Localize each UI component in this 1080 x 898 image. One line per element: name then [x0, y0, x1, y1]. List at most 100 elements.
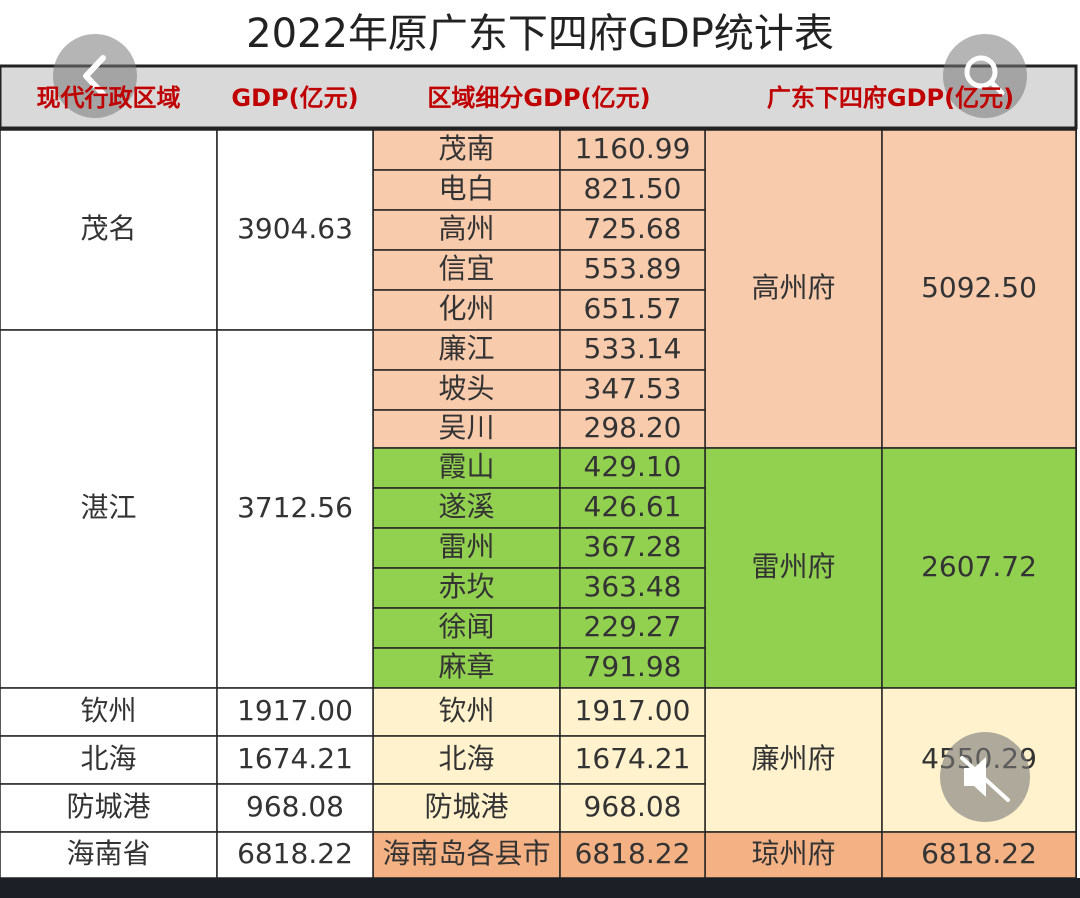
subdivision-cell [372, 169, 561, 211]
prefecture-gdp: 5092.50 [921, 271, 1037, 304]
region-gdp: 1917.00 [237, 694, 353, 727]
subdivision-name: 遂溪 [438, 490, 494, 523]
subdivision-gdp: 229.27 [584, 610, 682, 643]
search-circle[interactable] [943, 34, 1027, 118]
subdivision-gdp: 6818.22 [575, 837, 691, 870]
region-cell [0, 783, 218, 833]
region-gdp-cell [216, 129, 374, 331]
subdivision-gdp-cell [559, 735, 706, 785]
subdivision-gdp-cell [559, 369, 706, 411]
subdivision-name: 霞山 [438, 450, 494, 483]
search-button[interactable] [943, 34, 1027, 118]
subdivision-gdp-cell [559, 249, 706, 291]
prefecture-cell [704, 831, 883, 879]
prefecture-name: 廉州府 [751, 742, 835, 775]
region-gdp-cell [216, 329, 374, 689]
region-gdp-cell [216, 783, 374, 833]
subdivision-gdp-cell [559, 647, 706, 689]
subdivision-cell [372, 249, 561, 291]
subdivision-gdp-cell [559, 129, 706, 171]
subdivision-name: 化州 [438, 292, 494, 325]
search-icon[interactable] [964, 55, 998, 89]
subdivision-gdp: 1917.00 [575, 694, 691, 727]
subdivision-gdp: 725.68 [584, 212, 682, 245]
subdivision-gdp: 298.20 [584, 411, 682, 444]
subdivision-cell [372, 487, 561, 529]
region-cell [0, 735, 218, 785]
subdivision-cell [372, 369, 561, 411]
subdivision-gdp: 533.14 [584, 332, 682, 365]
column-header: 广东下四府GDP(亿元) [767, 84, 1014, 112]
subdivision-gdp: 553.89 [584, 252, 682, 285]
region-name: 茂名 [80, 212, 136, 245]
region-gdp: 3712.56 [237, 491, 353, 524]
subdivision-name: 防城港 [424, 790, 508, 823]
column-header: GDP(亿元) [231, 84, 358, 112]
subdivision-gdp-cell [559, 447, 706, 489]
subdivision-cell [372, 447, 561, 489]
subdivision-name: 茂南 [438, 132, 494, 165]
prefecture-cell [704, 129, 883, 449]
region-name: 北海 [80, 742, 136, 775]
back-circle[interactable] [53, 34, 137, 118]
subdivision-name: 雷州 [438, 530, 494, 563]
subdivision-name: 钦州 [438, 694, 494, 727]
subdivision-gdp: 426.61 [584, 490, 682, 523]
region-name: 海南省 [66, 837, 150, 870]
subdivision-name: 电白 [438, 172, 494, 205]
subdivision-gdp: 347.53 [584, 372, 682, 405]
subdivision-gdp: 1160.99 [575, 132, 691, 165]
region-cell [0, 329, 218, 689]
subdivision-name: 高州 [438, 212, 494, 245]
subdivision-gdp: 367.28 [584, 530, 682, 563]
prefecture-gdp-cell [881, 129, 1077, 449]
subdivision-gdp: 791.98 [584, 650, 682, 683]
search-handle[interactable] [988, 79, 1005, 96]
prefecture-name: 高州府 [751, 271, 835, 304]
subdivision-gdp: 363.48 [584, 570, 682, 603]
prefecture-name: 雷州府 [751, 550, 835, 583]
prefecture-gdp-cell [881, 831, 1077, 879]
region-cell [0, 129, 218, 331]
prefecture-cell [704, 687, 883, 833]
mute-slash[interactable] [960, 756, 1010, 802]
subdivision-gdp: 821.50 [584, 172, 682, 205]
mute-button[interactable] [940, 732, 1030, 822]
subdivision-name: 赤坎 [438, 570, 494, 603]
region-name: 防城港 [66, 790, 150, 823]
region-gdp-cell [216, 687, 374, 737]
region-gdp: 6818.22 [237, 837, 353, 870]
column-header: 现代行政区域 [37, 84, 181, 112]
subdivision-gdp: 429.10 [584, 450, 682, 483]
region-name: 钦州 [80, 694, 136, 727]
back-icon[interactable] [83, 55, 106, 97]
subdivision-gdp-cell [559, 527, 706, 569]
subdivision-name: 徐闻 [438, 610, 494, 643]
prefecture-name: 琼州府 [751, 837, 835, 870]
region-gdp-cell [216, 735, 374, 785]
subdivision-gdp-cell [559, 487, 706, 529]
subdivision-name: 麻章 [438, 650, 494, 683]
subdivision-gdp: 968.08 [584, 790, 682, 823]
region-gdp: 1674.21 [237, 742, 353, 775]
bottom-bar [0, 878, 1080, 898]
speaker-icon[interactable] [964, 757, 986, 797]
subdivision-gdp-cell [559, 169, 706, 211]
region-name: 湛江 [80, 491, 136, 524]
column-header: 区域细分GDP(亿元) [427, 84, 650, 112]
subdivision-name: 吴川 [438, 411, 494, 444]
region-gdp: 968.08 [246, 790, 344, 823]
subdivision-name: 北海 [438, 742, 494, 775]
region-gdp: 3904.63 [237, 212, 353, 245]
back-button[interactable] [53, 34, 137, 118]
subdivision-gdp: 651.57 [584, 292, 682, 325]
subdivision-gdp-cell [559, 687, 706, 737]
title: 2022年原广东下四府GDP统计表 [246, 11, 834, 57]
header-row [0, 64, 1078, 130]
prefecture-gdp-cell [881, 447, 1077, 689]
subdivision-name: 廉江 [438, 332, 494, 365]
subdivision-name: 坡头 [438, 372, 494, 405]
region-cell [0, 831, 218, 879]
subdivision-cell [372, 607, 561, 649]
